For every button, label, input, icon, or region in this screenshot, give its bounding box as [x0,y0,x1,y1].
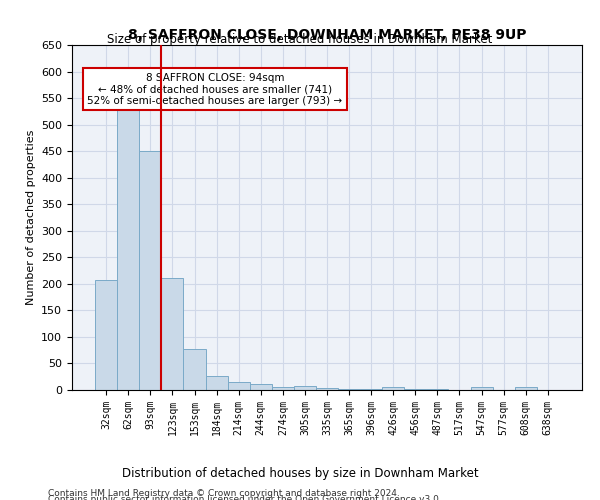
Text: Distribution of detached houses by size in Downham Market: Distribution of detached houses by size … [122,468,478,480]
Bar [250,384,272,390]
Bar [227,382,250,390]
Text: Size of property relative to detached houses in Downham Market: Size of property relative to detached ho… [107,32,493,46]
Bar [338,389,360,390]
Bar [515,387,537,390]
Bar [117,108,139,390]
Text: 8 SAFFRON CLOSE: 94sqm
← 48% of detached houses are smaller (741)
52% of semi-de: 8 SAFFRON CLOSE: 94sqm ← 48% of detached… [87,72,343,106]
Bar [139,151,161,390]
Text: Contains public sector information licensed under the Open Government Licence v3: Contains public sector information licen… [48,495,442,500]
Y-axis label: Number of detached properties: Number of detached properties [26,130,35,305]
Bar [206,376,227,390]
Bar [272,388,294,390]
Bar [161,278,184,390]
Bar [184,348,206,390]
Bar [316,388,338,390]
Bar [294,386,316,390]
Bar [95,280,117,390]
Title: 8, SAFFRON CLOSE, DOWNHAM MARKET, PE38 9UP: 8, SAFFRON CLOSE, DOWNHAM MARKET, PE38 9… [128,28,526,42]
Bar [382,387,404,390]
Bar [470,387,493,390]
Text: Contains HM Land Registry data © Crown copyright and database right 2024.: Contains HM Land Registry data © Crown c… [48,489,400,498]
